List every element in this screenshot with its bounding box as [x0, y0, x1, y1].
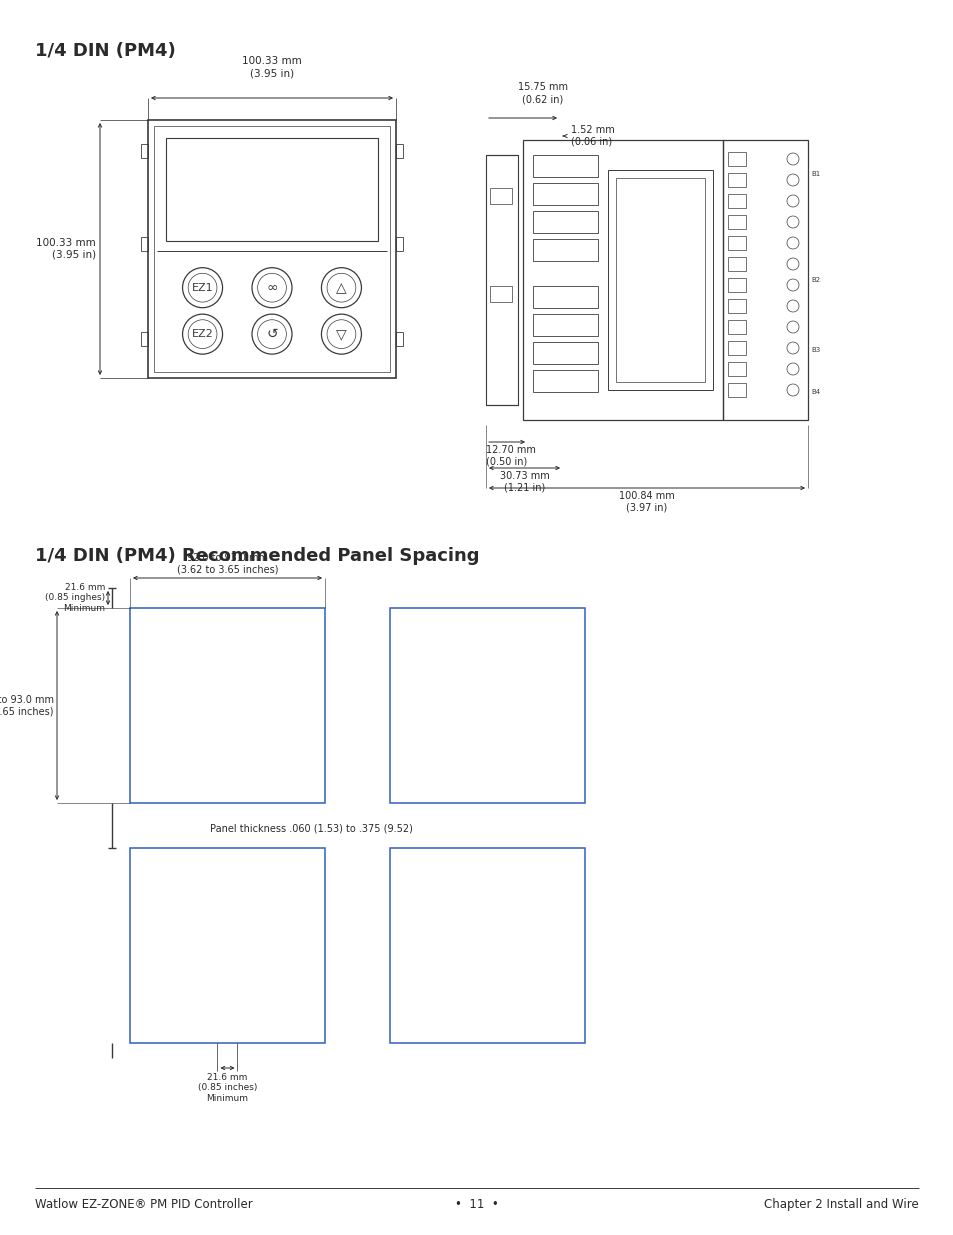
Text: 100.33 mm
(3.95 in): 100.33 mm (3.95 in) — [36, 238, 96, 259]
Bar — [727, 299, 745, 312]
Bar — [533, 240, 598, 261]
Bar — [727, 257, 745, 270]
Text: 100.84 mm
(3.97 in): 100.84 mm (3.97 in) — [618, 492, 674, 513]
Bar — [727, 194, 745, 207]
Bar — [727, 215, 745, 228]
Text: •  11  •: • 11 • — [455, 1198, 498, 1212]
Bar — [390, 848, 584, 1044]
Bar — [727, 173, 745, 186]
Bar — [141, 237, 148, 251]
Bar — [727, 341, 745, 354]
Bar — [490, 287, 512, 303]
Text: Chapter 2 Install and Wire: Chapter 2 Install and Wire — [763, 1198, 918, 1212]
Text: Panel thickness .060 (1.53) to .375 (9.52): Panel thickness .060 (1.53) to .375 (9.5… — [210, 824, 413, 834]
Text: 1/4 DIN (PM4) Recommended Panel Spacing: 1/4 DIN (PM4) Recommended Panel Spacing — [35, 547, 479, 564]
Bar — [166, 138, 377, 241]
Text: 1/4 DIN (PM4): 1/4 DIN (PM4) — [35, 42, 175, 61]
Bar — [533, 285, 598, 308]
Text: 92.0 to 93.0 mm
(3.62 to 3.65 inches): 92.0 to 93.0 mm (3.62 to 3.65 inches) — [0, 695, 54, 716]
Bar — [141, 144, 148, 158]
Text: 21.6 mm
(0.85 inches)
Minimum: 21.6 mm (0.85 inches) Minimum — [197, 1073, 257, 1103]
Bar — [533, 314, 598, 336]
Bar — [727, 362, 745, 375]
Text: B3: B3 — [810, 347, 820, 353]
Text: B2: B2 — [810, 277, 820, 283]
Text: 1.52 mm
(0.06 in): 1.52 mm (0.06 in) — [571, 125, 614, 147]
Bar — [141, 332, 148, 346]
Text: 12.70 mm
(0.50 in): 12.70 mm (0.50 in) — [485, 445, 536, 467]
Bar — [148, 120, 395, 378]
Bar — [722, 140, 807, 420]
Bar — [390, 608, 584, 803]
Bar — [727, 236, 745, 249]
Bar — [607, 170, 712, 390]
Bar — [727, 320, 745, 333]
Text: ∞: ∞ — [266, 280, 277, 295]
Bar — [485, 156, 517, 405]
Bar — [533, 156, 598, 177]
Bar — [395, 332, 402, 346]
Bar — [153, 126, 390, 372]
Text: EZ2: EZ2 — [192, 330, 213, 340]
Text: EZ1: EZ1 — [192, 283, 213, 293]
Bar — [533, 369, 598, 391]
Bar — [130, 848, 325, 1044]
Text: 100.33 mm
(3.95 in): 100.33 mm (3.95 in) — [242, 57, 301, 78]
Bar — [533, 211, 598, 233]
Text: 30.73 mm
(1.21 in): 30.73 mm (1.21 in) — [499, 471, 549, 493]
Text: 15.75 mm
(0.62 in): 15.75 mm (0.62 in) — [517, 83, 567, 104]
Text: ↺: ↺ — [266, 327, 277, 341]
Text: 92.0 to 93.0 mm
(3.62 to 3.65 inches): 92.0 to 93.0 mm (3.62 to 3.65 inches) — [176, 553, 278, 576]
Text: Watlow EZ-ZONE® PM PID Controller: Watlow EZ-ZONE® PM PID Controller — [35, 1198, 253, 1212]
Text: B4: B4 — [810, 389, 820, 395]
Bar — [130, 608, 325, 803]
Text: ▽: ▽ — [335, 327, 346, 341]
Bar — [616, 178, 704, 382]
Bar — [533, 342, 598, 363]
Bar — [727, 383, 745, 396]
Bar — [727, 152, 745, 165]
Bar — [395, 237, 402, 251]
Bar — [533, 183, 598, 205]
Bar — [490, 188, 512, 204]
Text: 21.6 mm
(0.85 inghes)
Minimum: 21.6 mm (0.85 inghes) Minimum — [45, 583, 105, 613]
Text: B1: B1 — [810, 170, 820, 177]
Bar — [395, 144, 402, 158]
Bar — [522, 140, 722, 420]
Bar — [727, 278, 745, 291]
Text: △: △ — [335, 280, 346, 295]
